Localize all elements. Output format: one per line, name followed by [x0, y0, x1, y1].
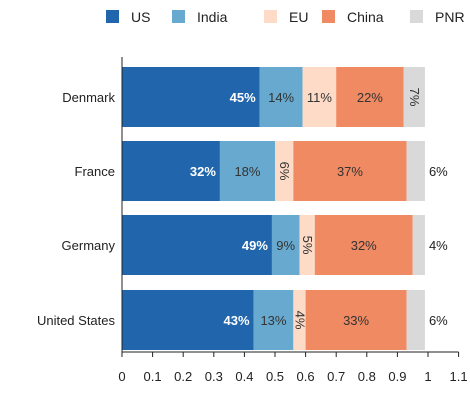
- bar-denmark-china: [336, 67, 404, 127]
- bar-label-denmark-eu: 11%: [307, 90, 332, 105]
- bar-label-united-states-us: 43%: [224, 313, 250, 328]
- legend-swatch-pnr: [410, 10, 423, 23]
- bar-label-germany-china: 32%: [351, 238, 377, 253]
- x-tick-label-3: 0.3: [205, 369, 223, 384]
- bar-label-denmark-us: 45%: [230, 90, 256, 105]
- bar-label-france-us: 32%: [190, 164, 216, 179]
- legend-label-india: India: [197, 9, 228, 25]
- bar-label-united-states-eu: 4%: [292, 311, 307, 330]
- category-label-united-states: United States: [37, 313, 116, 328]
- bar-label-denmark-china: 22%: [357, 90, 383, 105]
- category-labels: Denmark France Germany United States: [37, 90, 116, 328]
- bar-label-france-china: 37%: [337, 164, 363, 179]
- bar-united-states-eu: [293, 290, 306, 350]
- category-label-germany: Germany: [62, 238, 116, 253]
- bar-denmark-india: [259, 67, 303, 127]
- x-tick-label-11: 1.1: [450, 369, 468, 384]
- legend: US India EU China PNR: [106, 9, 465, 25]
- bar-germany-eu: [299, 215, 315, 275]
- bar-label-france-pnr: 6%: [429, 164, 448, 179]
- bar-label-united-states-china: 33%: [343, 313, 369, 328]
- bar-germany-us: [122, 215, 272, 275]
- x-tick-label-10: 1: [424, 369, 431, 384]
- bar-denmark-us: [122, 67, 260, 127]
- bar-united-states-pnr: [406, 290, 425, 350]
- bar-label-germany-eu: 5%: [300, 236, 315, 255]
- legend-label-eu: EU: [289, 9, 308, 25]
- bar-united-states-us: [122, 290, 254, 350]
- bars: 45% 14% 11% 22% 7% 32% 18% 6% 37% 6% 49% 9% 5% 32% 4% 4…: [122, 67, 448, 350]
- x-tick-label-5: 0.5: [266, 369, 284, 384]
- bar-label-united-states-pnr: 6%: [429, 313, 448, 328]
- bar-united-states-india: [253, 290, 294, 350]
- x-tick-label-8: 0.8: [358, 369, 376, 384]
- x-tick-label-6: 0.6: [297, 369, 315, 384]
- x-tick-label-7: 0.7: [327, 369, 345, 384]
- bar-france-india: [219, 141, 275, 201]
- bar-label-germany-us: 49%: [242, 238, 268, 253]
- bar-france-pnr: [406, 141, 425, 201]
- bar-france-us: [122, 141, 220, 201]
- legend-label-us: US: [131, 9, 150, 25]
- bar-label-united-states-india: 13%: [260, 313, 286, 328]
- bar-label-germany-pnr: 4%: [429, 238, 448, 253]
- bar-france-eu: [275, 141, 294, 201]
- bar-label-denmark-pnr: 7%: [407, 88, 422, 107]
- legend-label-pnr: PNR: [435, 9, 465, 25]
- bar-france-china: [293, 141, 407, 201]
- x-tick-label-4: 0.4: [235, 369, 253, 384]
- x-tick-label-0: 0: [118, 369, 125, 384]
- x-tick-label-2: 0.2: [174, 369, 192, 384]
- bar-germany-pnr: [412, 215, 425, 275]
- x-axis: 0 0.1 0.2 0.3 0.4 0.5 0.6 0.7 0.8 0.9 1 1.1: [118, 57, 468, 384]
- bar-germany-india: [271, 215, 300, 275]
- bar-united-states-china: [305, 290, 407, 350]
- legend-swatch-us: [106, 10, 119, 23]
- legend-swatch-eu: [264, 10, 277, 23]
- bar-germany-china: [314, 215, 413, 275]
- bar-denmark-eu: [302, 67, 337, 127]
- bar-label-denmark-india: 14%: [268, 90, 294, 105]
- bar-label-france-india: 18%: [234, 164, 260, 179]
- category-label-france: France: [75, 164, 115, 179]
- bar-label-france-eu: 6%: [277, 162, 292, 181]
- bar-denmark-pnr: [403, 67, 425, 127]
- legend-swatch-india: [172, 10, 185, 23]
- bar-label-germany-india: 9%: [276, 238, 295, 253]
- x-tick-label-1: 0.1: [144, 369, 162, 384]
- legend-label-china: China: [347, 9, 384, 25]
- legend-swatch-china: [322, 10, 335, 23]
- x-tick-label-9: 0.9: [388, 369, 406, 384]
- category-label-denmark: Denmark: [62, 90, 115, 105]
